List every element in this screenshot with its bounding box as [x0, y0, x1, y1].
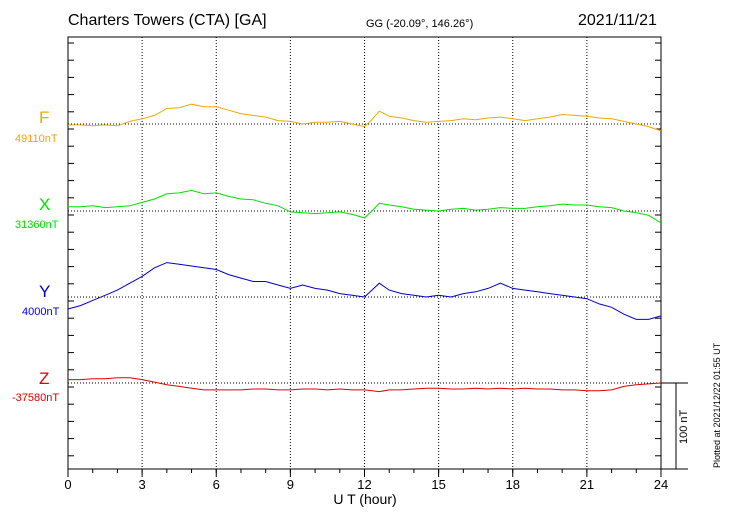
x-tick-label: 6 — [213, 477, 220, 492]
x-tick-label: 24 — [654, 477, 668, 492]
series-line-x — [68, 189, 662, 224]
series-baseline-f: 49110nT — [15, 133, 58, 145]
x-tick-label: 3 — [139, 477, 146, 492]
series-baseline-z: -37580nT — [12, 392, 60, 404]
x-tick-label: 12 — [357, 477, 371, 492]
x-tick-label: 21 — [580, 477, 594, 492]
scale-bar-label: 100 nT — [678, 409, 690, 444]
plot-date: 2021/11/21 — [578, 12, 657, 29]
series-line-f — [68, 103, 662, 132]
x-axis-label: U T (hour) — [333, 491, 397, 507]
x-tick-label: 15 — [431, 477, 445, 492]
x-tick-label: 18 — [506, 477, 520, 492]
series-label-f: F — [39, 108, 50, 127]
series-baseline-y: 4000nT — [22, 306, 60, 318]
station-coordinates: GG (-20.09°, 146.26°) — [366, 18, 474, 30]
station-title: Charters Towers (CTA) [GA] — [68, 12, 267, 29]
series-label-z: Z — [39, 369, 50, 388]
series-label-x: X — [39, 195, 51, 214]
series-label-y: Y — [39, 282, 51, 301]
x-tick-label: 0 — [64, 477, 71, 492]
series-line-z — [68, 377, 662, 393]
series-baseline-x: 31360nT — [15, 219, 59, 231]
plotted-timestamp: Plotted at 2021/12/22 01:55 UT — [712, 342, 722, 468]
series-line-y — [67, 262, 662, 320]
x-tick-label: 9 — [287, 477, 294, 492]
